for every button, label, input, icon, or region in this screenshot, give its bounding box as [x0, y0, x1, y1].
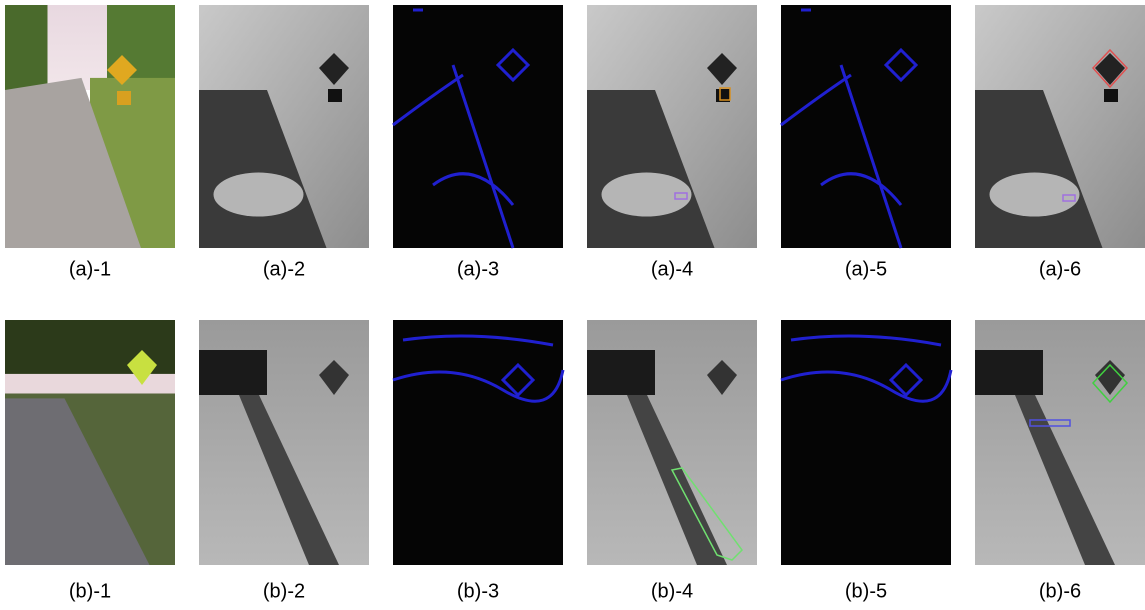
caption: (a)-3 [457, 258, 499, 280]
caption: (b)-1 [69, 580, 111, 602]
caption: (a)-6 [1039, 258, 1081, 280]
caption: (b)-6 [1039, 580, 1081, 602]
figure-panel [975, 5, 1145, 248]
dark-trees [587, 350, 655, 395]
caption: (a)-1 [69, 258, 111, 280]
figure-panel [5, 320, 175, 565]
edge-image [393, 320, 563, 565]
sign [1104, 89, 1118, 102]
light-patch [214, 173, 304, 217]
edge-image [393, 5, 563, 248]
figure-panel [393, 5, 563, 248]
figure-panel [393, 320, 563, 565]
caption: (a)-2 [263, 258, 305, 280]
caption: (b)-4 [651, 580, 693, 602]
sign [117, 91, 131, 105]
sign [328, 89, 342, 102]
figure-panel [199, 5, 369, 248]
dark-trees [975, 350, 1043, 395]
caption: (a)-4 [651, 258, 693, 280]
caption: (b)-2 [263, 580, 305, 602]
light-patch [602, 173, 692, 217]
figure-panel [587, 5, 757, 248]
caption: (b)-3 [457, 580, 499, 602]
figure-panel [199, 320, 369, 565]
figure-panel [781, 5, 951, 248]
edge-image [781, 5, 951, 248]
dark-trees [199, 350, 267, 395]
figure-panel [587, 320, 757, 565]
caption: (a)-5 [845, 258, 887, 280]
edge-image [781, 320, 951, 565]
caption: (b)-5 [845, 580, 887, 602]
figure-panel [5, 5, 175, 248]
figure: (a)-1 (a)-2 (a)-3 (a)-4 (a)-5 (a)-6 (b)-1 (b)-2… [0, 0, 1145, 610]
figure-panel [975, 320, 1145, 565]
figure-panel [781, 320, 951, 565]
